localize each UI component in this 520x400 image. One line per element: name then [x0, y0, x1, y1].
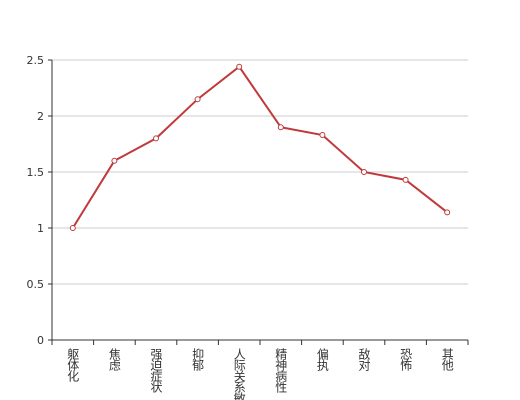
point [69, 225, 76, 231]
y-tick-label: 1 [37, 222, 44, 235]
y-tick-label: 2.5 [27, 54, 45, 67]
x-tick-label: 强迫症状 [149, 348, 163, 393]
x-tick-label: 躯体化 [66, 347, 80, 383]
point [402, 176, 409, 183]
point [361, 169, 367, 175]
point [153, 135, 159, 142]
x-tick-label: 恐怖 [399, 348, 413, 371]
x-tick-label: 抑郁 [191, 347, 205, 372]
x-tick-label: 其他 [440, 348, 454, 371]
line [71, 65, 448, 229]
y-tick-label: 1.5 [27, 166, 45, 179]
point [236, 63, 243, 70]
point [319, 132, 326, 139]
y-tick-label: 0 [37, 334, 44, 347]
x-tick-label: 偏执 [315, 347, 329, 372]
point [111, 157, 118, 164]
point [194, 96, 201, 103]
x-tick-label: 焦虑 [107, 348, 121, 371]
x-tick-label: 敌对 [357, 347, 371, 371]
point [444, 209, 451, 216]
x-tick-label: 人际关系敏感 [232, 348, 246, 400]
y-tick-label: 0.5 [27, 278, 45, 291]
x-tick-label: 精神病性 [274, 348, 288, 394]
y-tick-label: 2 [37, 110, 44, 123]
point [277, 124, 284, 131]
